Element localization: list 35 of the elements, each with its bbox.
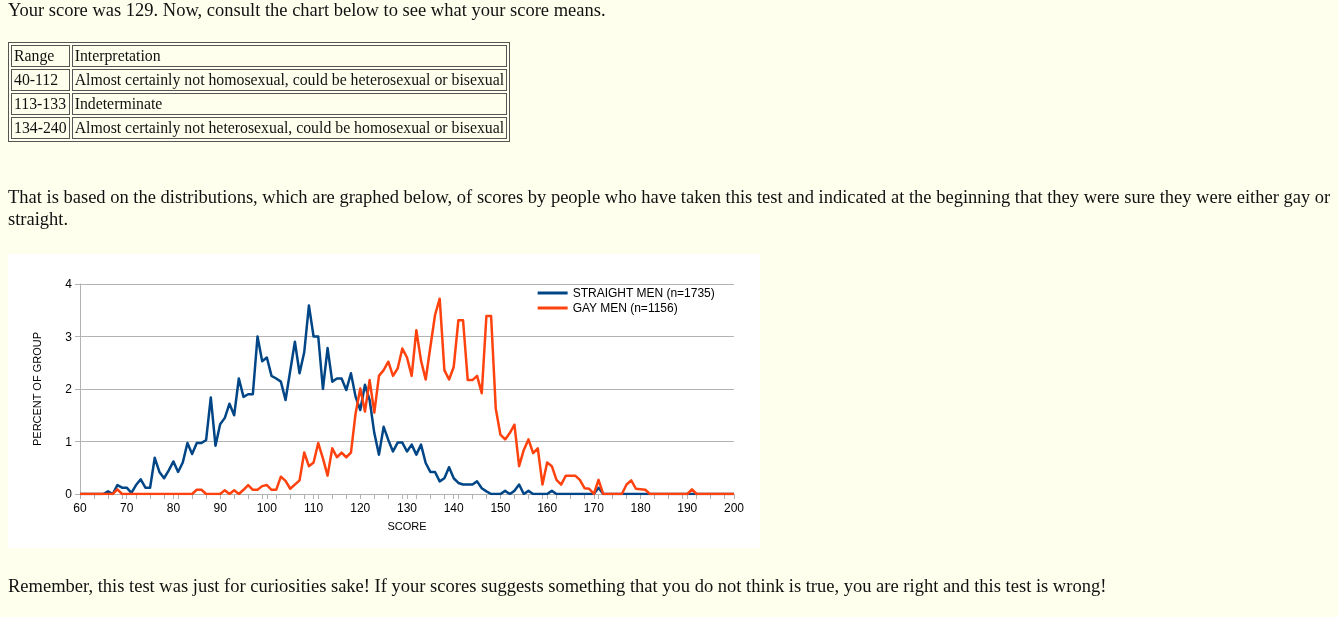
text: That is based on the distributions, which are graphed below, of scores by people who have taken this test and indicated at the beginning that they were sure they were either gay or straight.	[8, 186, 1332, 230]
text: Interpretation	[71, 45, 508, 67]
y-tick-label: 1	[65, 434, 73, 449]
x-tick-label: 100	[256, 501, 278, 515]
x-tick-label: 60	[73, 501, 87, 515]
y-tick-label: 3	[65, 329, 73, 344]
x-tick-label: 150	[490, 501, 511, 515]
chart-title: Your score was 129. Now, consult the chart below to see what your score means.	[8, 0, 606, 21]
x-tick-label: 170	[583, 501, 605, 515]
text: Remember, this test was just for curiosities sake! If your scores suggests something that you do not think is true, you are right and this test is wrong!	[8, 576, 1107, 597]
x-tick-label: 190	[677, 501, 698, 515]
x-axis-title: SCORE	[387, 519, 427, 532]
text: 40-112	[11, 69, 70, 91]
x-tick-label: 160	[537, 501, 558, 515]
x-tick-label: 200	[723, 501, 745, 515]
y-tick-label: 4	[65, 277, 73, 291]
x-tick-label: 130	[396, 501, 418, 515]
x-tick-label: 90	[213, 501, 228, 515]
text: Almost certainly not homosexual, could be heterosexual or bisexual	[71, 69, 508, 91]
x-tick-label: 140	[443, 501, 465, 515]
y-tick-label: 2	[65, 382, 73, 396]
y-axis-title: PERCENT OF GROUP	[30, 331, 43, 447]
x-tick-label: 180	[630, 501, 651, 515]
x-tick-label: 70	[120, 501, 134, 515]
legend-label: STRAIGHT MEN (n=1735)	[572, 286, 715, 300]
x-tick-label: 110	[304, 501, 324, 515]
x-tick-label: 120	[350, 501, 371, 515]
x-tick-label: 80	[166, 501, 181, 515]
text: 113-133	[11, 93, 70, 115]
text: 134-240	[11, 117, 70, 139]
text: Almost certainly not heterosexual, could be homosexual or bisexual	[71, 117, 508, 139]
y-tick-label: 0	[65, 487, 73, 501]
legend-label: GAY MEN (n=1156)	[572, 301, 678, 315]
text: Range	[11, 45, 70, 67]
text: Indeterminate	[71, 93, 508, 115]
